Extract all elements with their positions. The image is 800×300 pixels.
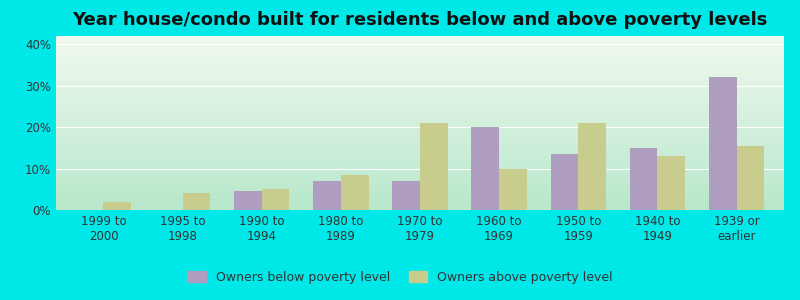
Bar [578,123,606,210]
Bar [658,156,685,210]
Bar [471,127,499,210]
Bar [499,169,527,210]
Bar [341,175,369,210]
Bar [234,191,262,210]
Bar [103,202,131,210]
Bar [182,194,210,210]
Title: Year house/condo built for residents below and above poverty levels: Year house/condo built for residents bel… [72,11,768,29]
Bar [709,77,737,210]
Bar [420,123,448,210]
Bar [630,148,658,210]
Bar [550,154,578,210]
Bar [737,146,764,210]
Legend: Owners below poverty level, Owners above poverty level: Owners below poverty level, Owners above… [183,267,617,288]
Bar [313,181,341,210]
Bar [392,181,420,210]
Bar [262,189,290,210]
